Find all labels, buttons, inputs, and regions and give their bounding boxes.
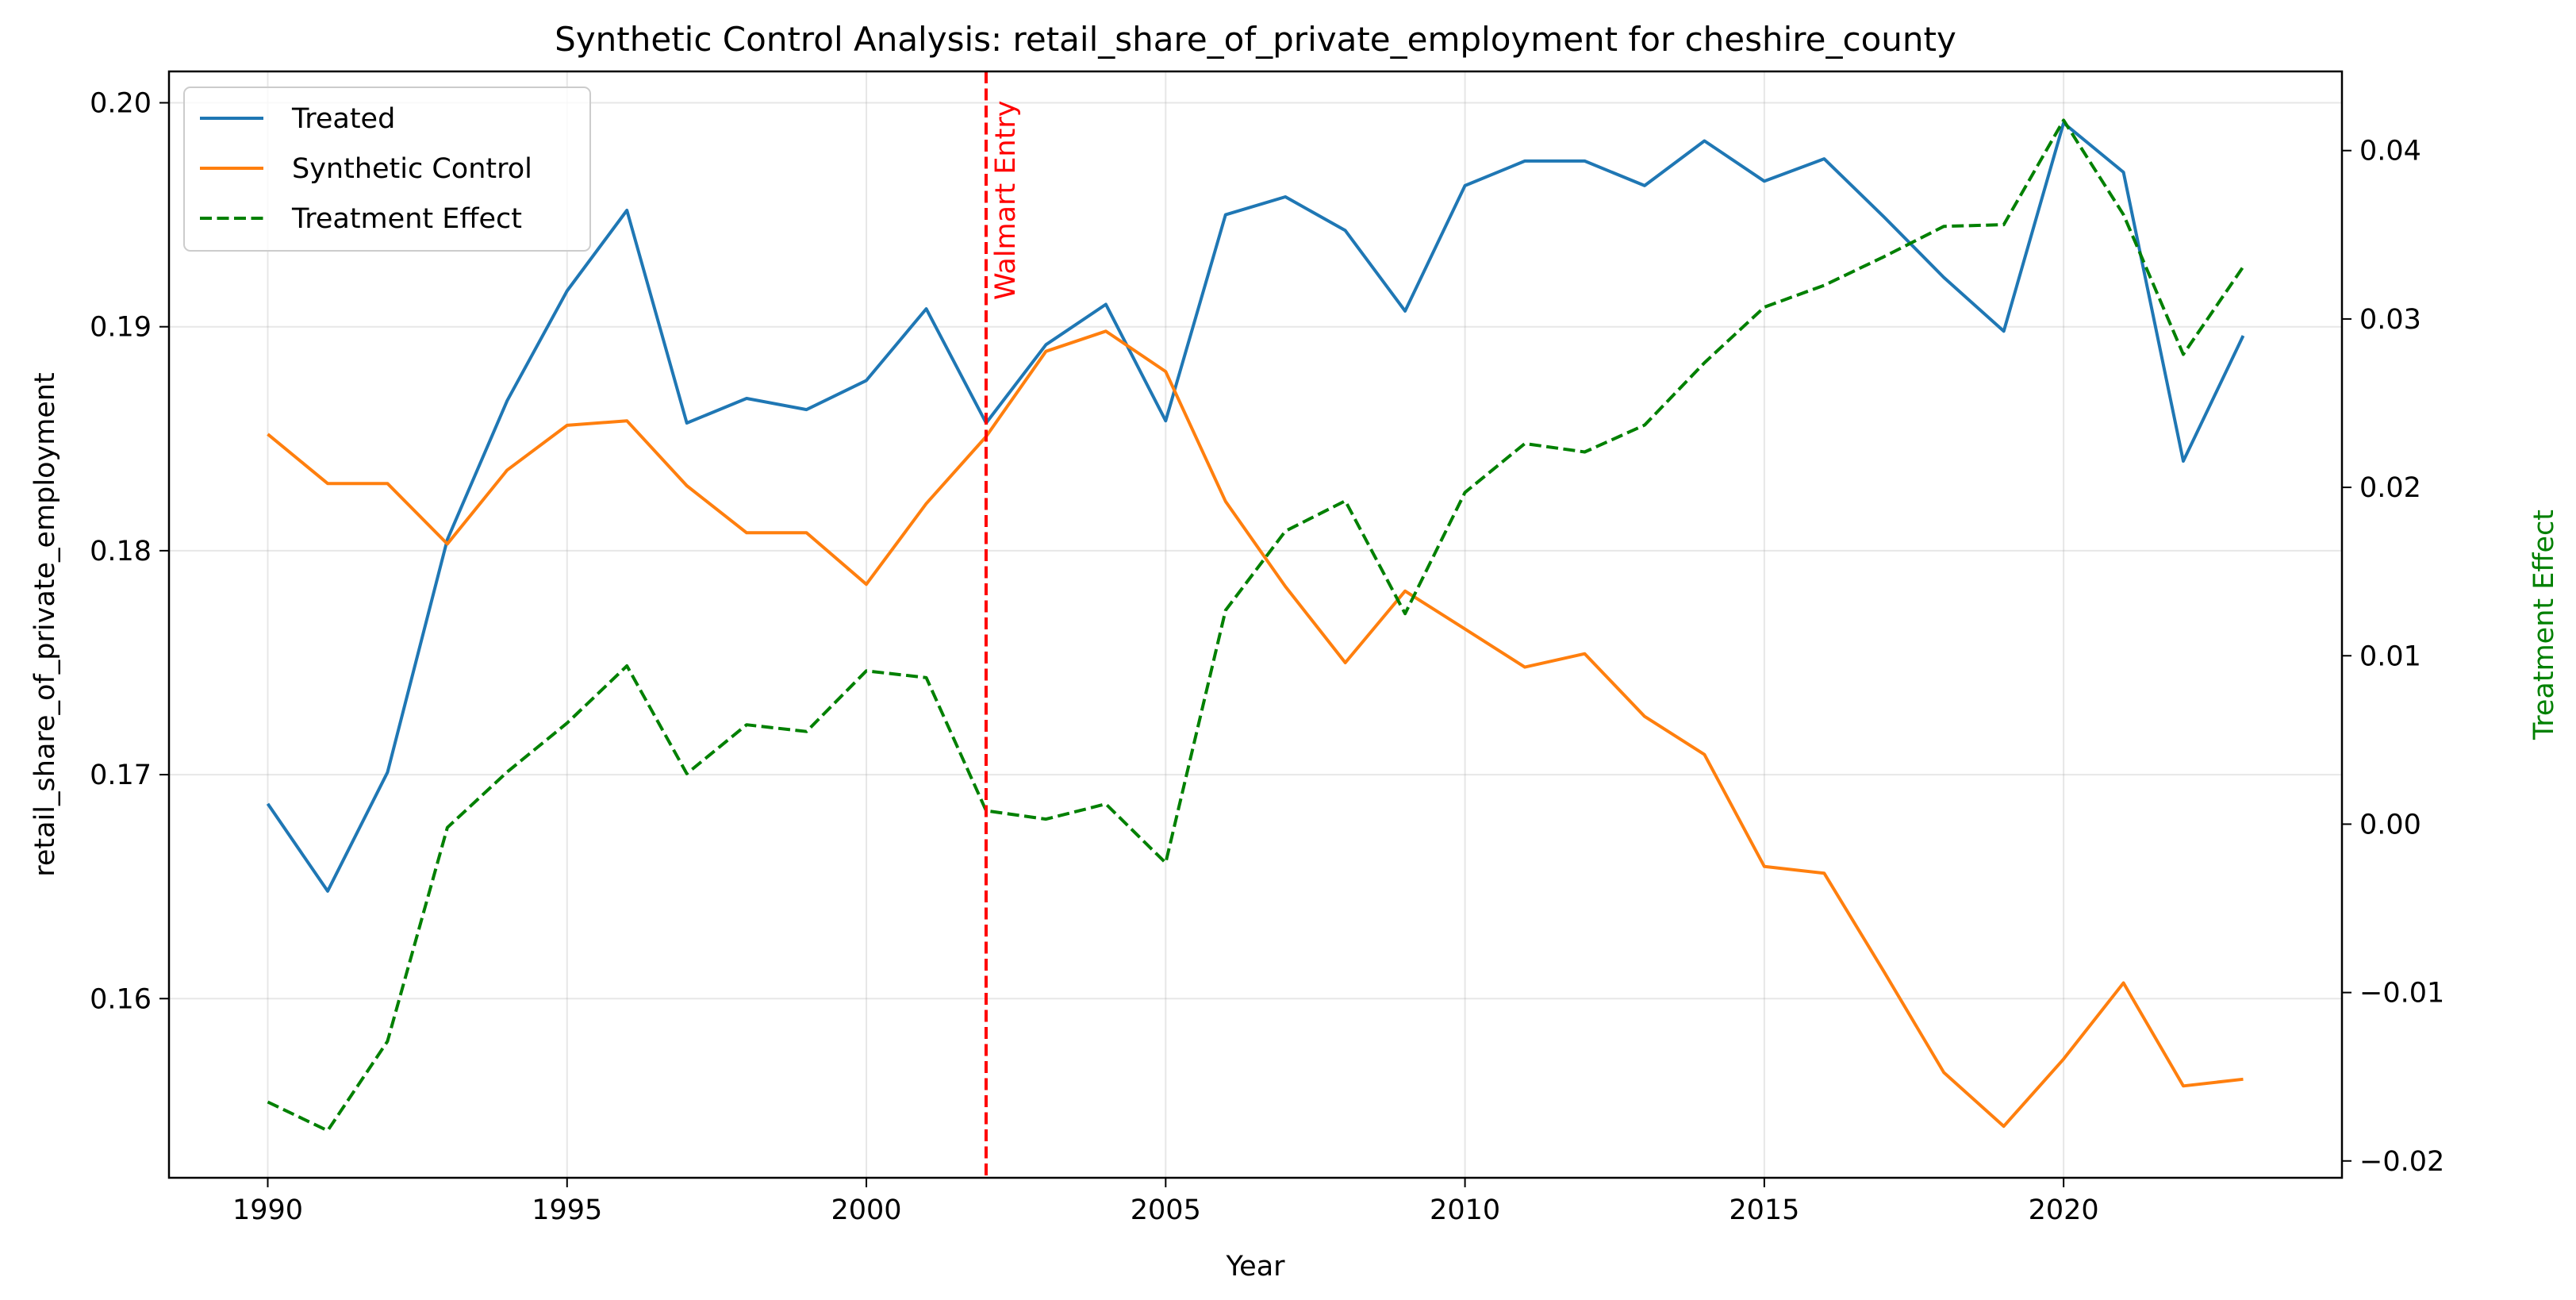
- x-tick-label: 2005: [1131, 1194, 1201, 1226]
- y-axis-label: retail_share_of_private_employment: [29, 372, 61, 877]
- x-tick-label: 1990: [232, 1194, 303, 1226]
- plot-frame: [167, 70, 2344, 1179]
- legend-label-1: Treated: [291, 103, 395, 135]
- y2-tick-label: −0.02: [2359, 1146, 2444, 1178]
- y2-tick-label: 0.03: [2359, 304, 2421, 336]
- annotation-label: Walmart Entry: [990, 101, 1022, 300]
- y2-axis-label: Treatment Effect: [2528, 510, 2560, 740]
- legend: Treated Synthetic Control Treatment Effect: [183, 87, 591, 252]
- x-tick-label: 2020: [2029, 1194, 2099, 1226]
- y-tick-label: 0.16: [90, 983, 152, 1015]
- y-tick-label: 0.20: [90, 88, 152, 120]
- x-tick-label: 1995: [532, 1194, 602, 1226]
- x-axis-label: Year: [1225, 1251, 1285, 1283]
- series-group: [266, 118, 2245, 1133]
- x-tick-label: 2010: [1430, 1194, 1500, 1226]
- y2-tick-label: 0.02: [2359, 472, 2421, 504]
- series-line-3: [267, 118, 2245, 1133]
- y-tick-label: 0.17: [90, 760, 152, 791]
- series-line-1: [266, 121, 2245, 893]
- x-tick-label: 2015: [1729, 1194, 1799, 1226]
- legend-label-3: Treatment Effect: [291, 203, 522, 235]
- annotations: Walmart Entry: [984, 71, 1022, 1178]
- y-tick-label: 0.19: [90, 312, 152, 344]
- y-tick-label: 0.18: [90, 536, 152, 567]
- legend-box: [183, 87, 591, 252]
- y2-tick-label: 0.04: [2359, 136, 2421, 167]
- y2-tick-label: 0.00: [2359, 809, 2421, 840]
- legend-label-2: Synthetic Control: [292, 153, 532, 185]
- x-tick-label: 2000: [831, 1194, 902, 1226]
- y2-tick-label: −0.01: [2359, 978, 2444, 1010]
- y2-tick-label: 0.01: [2359, 640, 2421, 672]
- series-line-2: [267, 329, 2244, 1129]
- chart-title: Synthetic Control Analysis: retail_share…: [555, 20, 1956, 59]
- grid: [169, 71, 2342, 1178]
- axes: 1990 1995 2000 2005 2010 2015 2020 0.16 0.17 0.18…: [90, 88, 2444, 1226]
